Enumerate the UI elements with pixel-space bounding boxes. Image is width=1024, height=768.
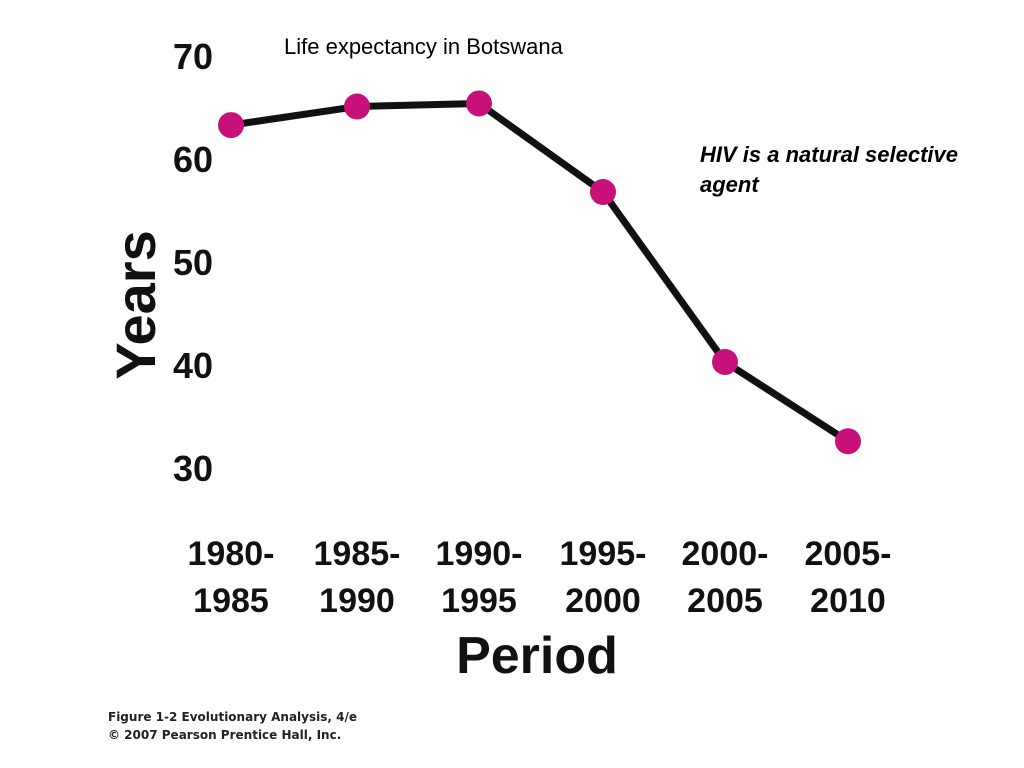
x-axis-ticks: 1980- 1985 1985- 1990 1990- 1995 1995- 2000 2000…: [188, 535, 892, 620]
chart-title: Life expectancy in Botswana: [284, 34, 563, 59]
y-axis-label: Years: [104, 230, 167, 380]
x-tick-label: 2010: [810, 582, 886, 620]
x-tick-label: 1985: [193, 582, 269, 620]
x-tick-label: 2000-: [682, 535, 769, 573]
data-point-marker: [344, 93, 370, 120]
hiv-annotation: HIV is a natural selective agent: [700, 140, 1020, 200]
series-polyline: [230, 99, 850, 445]
x-tick-label: 2005-: [805, 535, 892, 573]
y-axis-ticks: 70 60 50 40 30: [173, 36, 213, 489]
y-tick-label: 40: [173, 345, 213, 386]
x-axis-label: Period: [456, 627, 618, 685]
data-point-marker: [466, 90, 492, 117]
figure-credit: Figure 1-2 Evolutionary Analysis, 4/e © …: [108, 708, 357, 744]
x-tick-label: 2005: [687, 582, 763, 620]
data-point-marker: [218, 112, 244, 139]
x-tick-label: 1995-: [560, 535, 647, 573]
x-tick-label: 1985-: [314, 535, 401, 573]
series-line: [218, 90, 861, 455]
x-tick-label: 1980-: [188, 535, 275, 573]
annotation-line-2: agent: [700, 172, 759, 197]
y-tick-label: 70: [173, 36, 213, 77]
credit-line-2: © 2007 Pearson Prentice Hall, Inc.: [108, 728, 342, 742]
data-point-marker: [712, 348, 738, 375]
x-tick-label: 1990-: [436, 535, 523, 573]
data-point-marker: [590, 179, 616, 206]
x-tick-label: 1995: [441, 582, 517, 620]
credit-line-1: Figure 1-2 Evolutionary Analysis, 4/e: [108, 710, 357, 724]
data-point-marker: [835, 428, 861, 455]
x-tick-label: 1990: [319, 582, 395, 620]
y-tick-label: 60: [173, 139, 213, 180]
annotation-line-1: HIV is a natural selective: [700, 142, 959, 167]
x-tick-label: 2000: [565, 582, 641, 620]
y-tick-label: 30: [173, 448, 213, 489]
y-tick-label: 50: [173, 242, 213, 283]
